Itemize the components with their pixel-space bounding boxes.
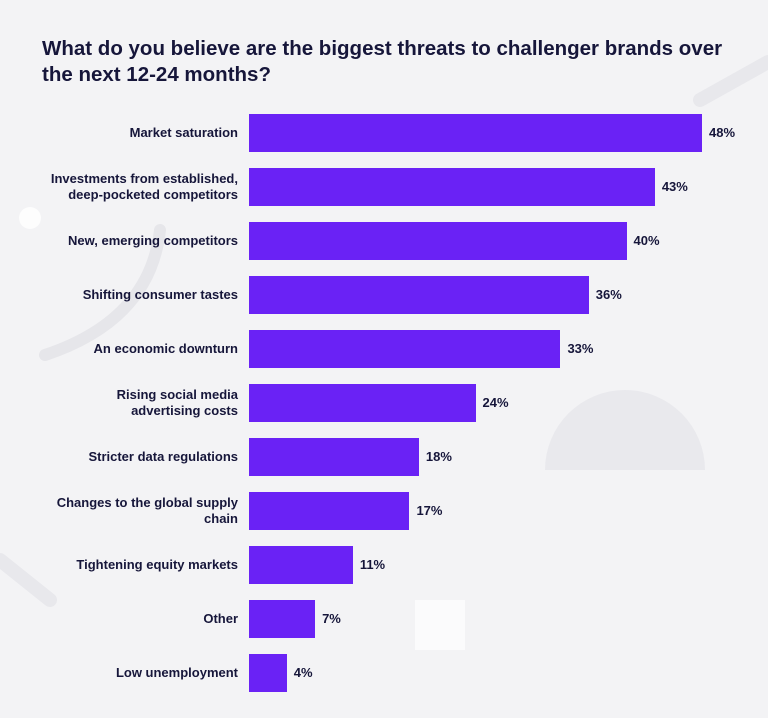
category-label: New, emerging competitors: [68, 233, 238, 248]
category-label: Changes to the global supply chain: [56, 495, 238, 526]
category-label: Market saturation: [129, 125, 238, 140]
value-label: 18%: [425, 449, 452, 464]
value-label: 11%: [359, 557, 386, 572]
bar: [249, 222, 627, 260]
bar: [249, 492, 410, 530]
value-label: 48%: [709, 125, 736, 140]
value-label: 40%: [633, 233, 660, 248]
category-label: Rising social media advertising costs: [116, 387, 238, 418]
bar: [249, 330, 561, 368]
category-label: An economic downturn: [93, 341, 238, 356]
bar: [249, 546, 353, 584]
bar: [249, 114, 702, 152]
bar: [249, 168, 655, 206]
category-label: Low unemployment: [115, 665, 238, 680]
category-label: Stricter data regulations: [88, 449, 238, 464]
value-label: 24%: [482, 395, 509, 410]
value-label: 36%: [595, 287, 622, 302]
category-label: Tightening equity markets: [76, 557, 238, 572]
value-label: 17%: [416, 503, 443, 518]
bar: [249, 654, 287, 692]
value-label: 4%: [293, 665, 313, 680]
category-label: Shifting consumer tastes: [82, 287, 238, 302]
bar: [249, 384, 476, 422]
bar: [249, 438, 419, 476]
value-label: 33%: [567, 341, 594, 356]
bar: [249, 600, 316, 638]
value-label: 43%: [661, 179, 688, 194]
category-label: Other: [203, 611, 238, 626]
category-label: Investments from established, deep-pocke…: [50, 171, 238, 202]
value-label: 7%: [322, 611, 341, 626]
bar: [249, 276, 589, 314]
chart-title: What do you believe are the biggest thre…: [42, 37, 723, 86]
